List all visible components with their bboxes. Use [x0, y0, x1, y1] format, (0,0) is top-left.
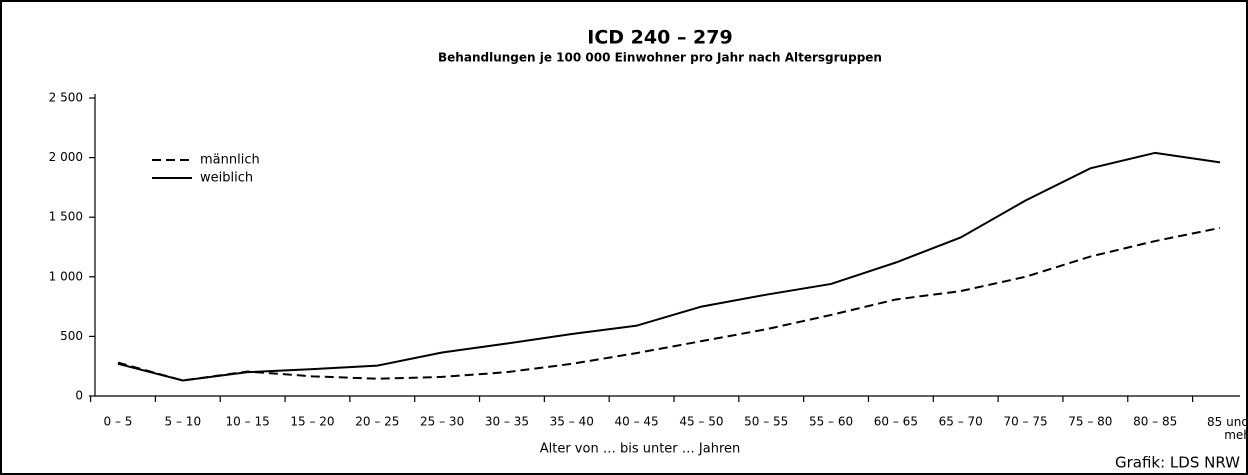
x-tick-label: 80 – 85: [1133, 415, 1177, 429]
y-tick-label: 2 000: [49, 150, 83, 164]
x-tick-label: 65 – 70: [939, 415, 983, 429]
x-tick-label: 50 – 55: [744, 415, 788, 429]
x-tick-label: 0 – 5: [104, 415, 133, 429]
source: Grafik: LDS NRW: [1115, 454, 1240, 472]
x-tick-label: 55 – 60: [809, 415, 853, 429]
chart-subtitle: Behandlungen je 100 000 Einwohner pro Ja…: [438, 51, 882, 65]
x-tick-label: 45 – 50: [679, 415, 723, 429]
series-line: [117, 226, 1221, 382]
x-tick-label: 10 – 15: [226, 415, 270, 429]
x-tick-label: 20 – 25: [355, 415, 399, 429]
x-tick-label: 75 – 80: [1068, 415, 1112, 429]
y-tick-label: 1 500: [49, 210, 83, 224]
x-tick-label: 85 undmehr: [1207, 415, 1248, 442]
series-line: [117, 151, 1221, 382]
legend-label: männlich: [200, 153, 260, 168]
x-tick-label: 5 – 10: [165, 415, 202, 429]
x-tick-label: 15 – 20: [290, 415, 334, 429]
x-tick-label: 25 – 30: [420, 415, 464, 429]
x-tick-label: 70 – 75: [1003, 415, 1047, 429]
x-tick-label: 60 – 65: [874, 415, 918, 429]
legend-label: weiblich: [200, 171, 253, 186]
chart-title: ICD 240 – 279: [587, 27, 732, 49]
x-tick-label: 35 – 40: [550, 415, 594, 429]
y-tick-label: 2 500: [49, 91, 83, 105]
y-tick-label: 0: [75, 389, 83, 403]
x-tick-label: 30 – 35: [485, 415, 529, 429]
x-axis-label: Alter von … bis unter … Jahren: [540, 442, 741, 457]
x-tick-label: 40 – 45: [615, 415, 659, 429]
y-tick-label: 500: [60, 329, 83, 343]
y-tick-label: 1 000: [49, 269, 83, 283]
